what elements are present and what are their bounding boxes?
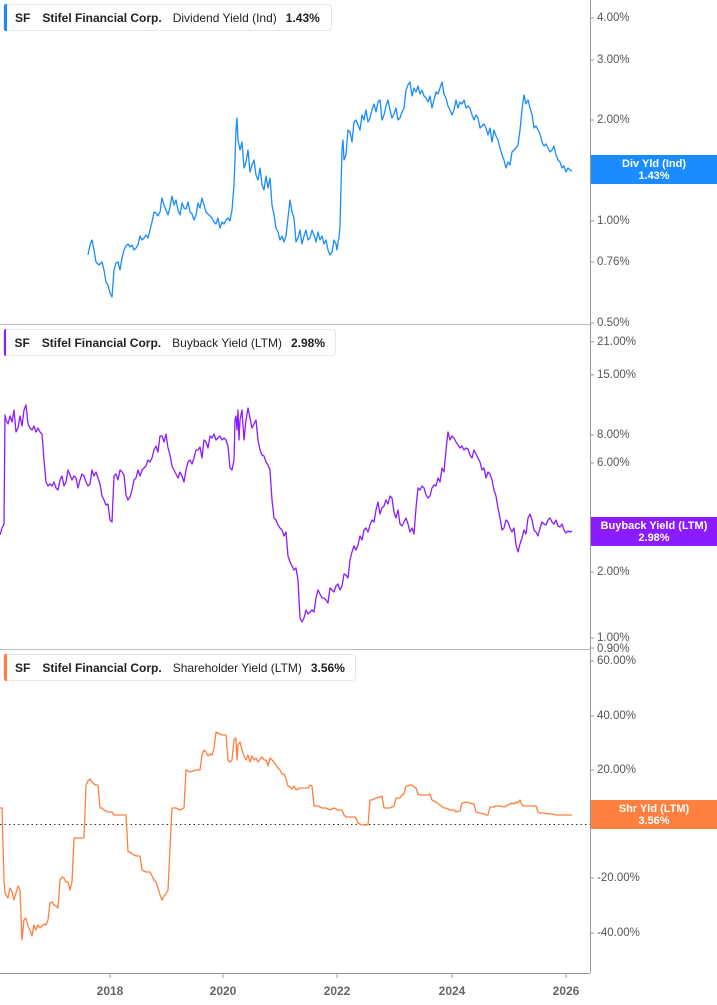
y-tick-label: 8.00% <box>597 429 630 441</box>
y-tick-label: 0.90% <box>597 643 630 655</box>
y-tick-label: -20.00% <box>597 872 640 884</box>
series-color-swatch <box>4 654 7 681</box>
tag-label: Buyback Yield (LTM) <box>600 520 708 532</box>
y-tick-label: 1.00% <box>597 215 630 227</box>
y-tick-label: 15.00% <box>597 369 637 381</box>
last-value-tag-dividend: Div Yld (Ind) 1.43% <box>591 155 717 184</box>
y-tick-label: 20.00% <box>597 764 637 776</box>
metric-label: Dividend Yield (Ind) <box>172 10 277 25</box>
y-tick-label: 3.00% <box>597 54 630 66</box>
metric-value: 1.43% <box>285 10 320 25</box>
y-tick-label: 4.00% <box>597 12 630 24</box>
dividend-yield-line <box>87 81 573 298</box>
company-label: Stifel Financial Corp. <box>41 335 162 350</box>
y-tick-label: 6.00% <box>597 457 630 469</box>
metric-label: Buyback Yield (LTM) <box>172 335 282 350</box>
tag-value: 1.43% <box>638 170 670 182</box>
y-tick-label: 40.00% <box>597 710 637 722</box>
y-tick-label: 2.00% <box>597 114 630 126</box>
metric-value: 2.98% <box>290 335 325 350</box>
y-tick-label: 60.00% <box>597 655 637 667</box>
buyback-yield-line <box>0 404 573 623</box>
ticker-label: SF <box>14 335 30 350</box>
tag-label: Div Yld (Ind) <box>622 158 686 170</box>
company-label: Stifel Financial Corp. <box>42 660 162 675</box>
legend-buyback-yield[interactable]: SF Stifel Financial Corp. Buyback Yield … <box>3 329 336 356</box>
tag-value: 2.98% <box>638 532 670 544</box>
y-tick-label: 21.00% <box>597 336 637 348</box>
y-tick-label: 0.50% <box>597 317 630 329</box>
tag-value: 3.56% <box>638 815 670 827</box>
x-tick-label: 2020 <box>209 984 237 998</box>
series-color-swatch <box>4 4 7 31</box>
y-tick-label: 2.00% <box>597 566 630 578</box>
ticker-label: SF <box>15 660 31 675</box>
metric-label: Shareholder Yield (LTM) <box>172 660 302 675</box>
y-tick-label: 0.76% <box>597 256 630 268</box>
shareholder-yield-line <box>0 731 572 941</box>
tag-label: Shr Yld (LTM) <box>618 803 690 815</box>
x-tick-label: 2024 <box>438 984 466 998</box>
ticker-label: SF <box>15 10 31 25</box>
metric-value: 3.56% <box>310 660 345 675</box>
last-value-tag-shareholder: Shr Yld (LTM) 3.56% <box>591 800 717 829</box>
x-tick-label: 2026 <box>552 984 580 998</box>
y-tick-marks <box>590 17 594 934</box>
series-color-swatch <box>4 329 7 356</box>
x-tick-marks <box>109 973 567 978</box>
legend-shareholder-yield[interactable]: SF Stifel Financial Corp. Shareholder Yi… <box>3 654 356 681</box>
last-value-tag-buyback: Buyback Yield (LTM) 2.98% <box>591 517 717 546</box>
y-tick-label: 1.00% <box>597 632 630 644</box>
company-label: Stifel Financial Corp. <box>42 10 162 25</box>
legend-dividend-yield[interactable]: SF Stifel Financial Corp. Dividend Yield… <box>3 4 332 31</box>
x-tick-label: 2022 <box>323 984 351 998</box>
y-tick-label: -40.00% <box>597 927 640 939</box>
x-tick-label: 2018 <box>96 984 124 998</box>
